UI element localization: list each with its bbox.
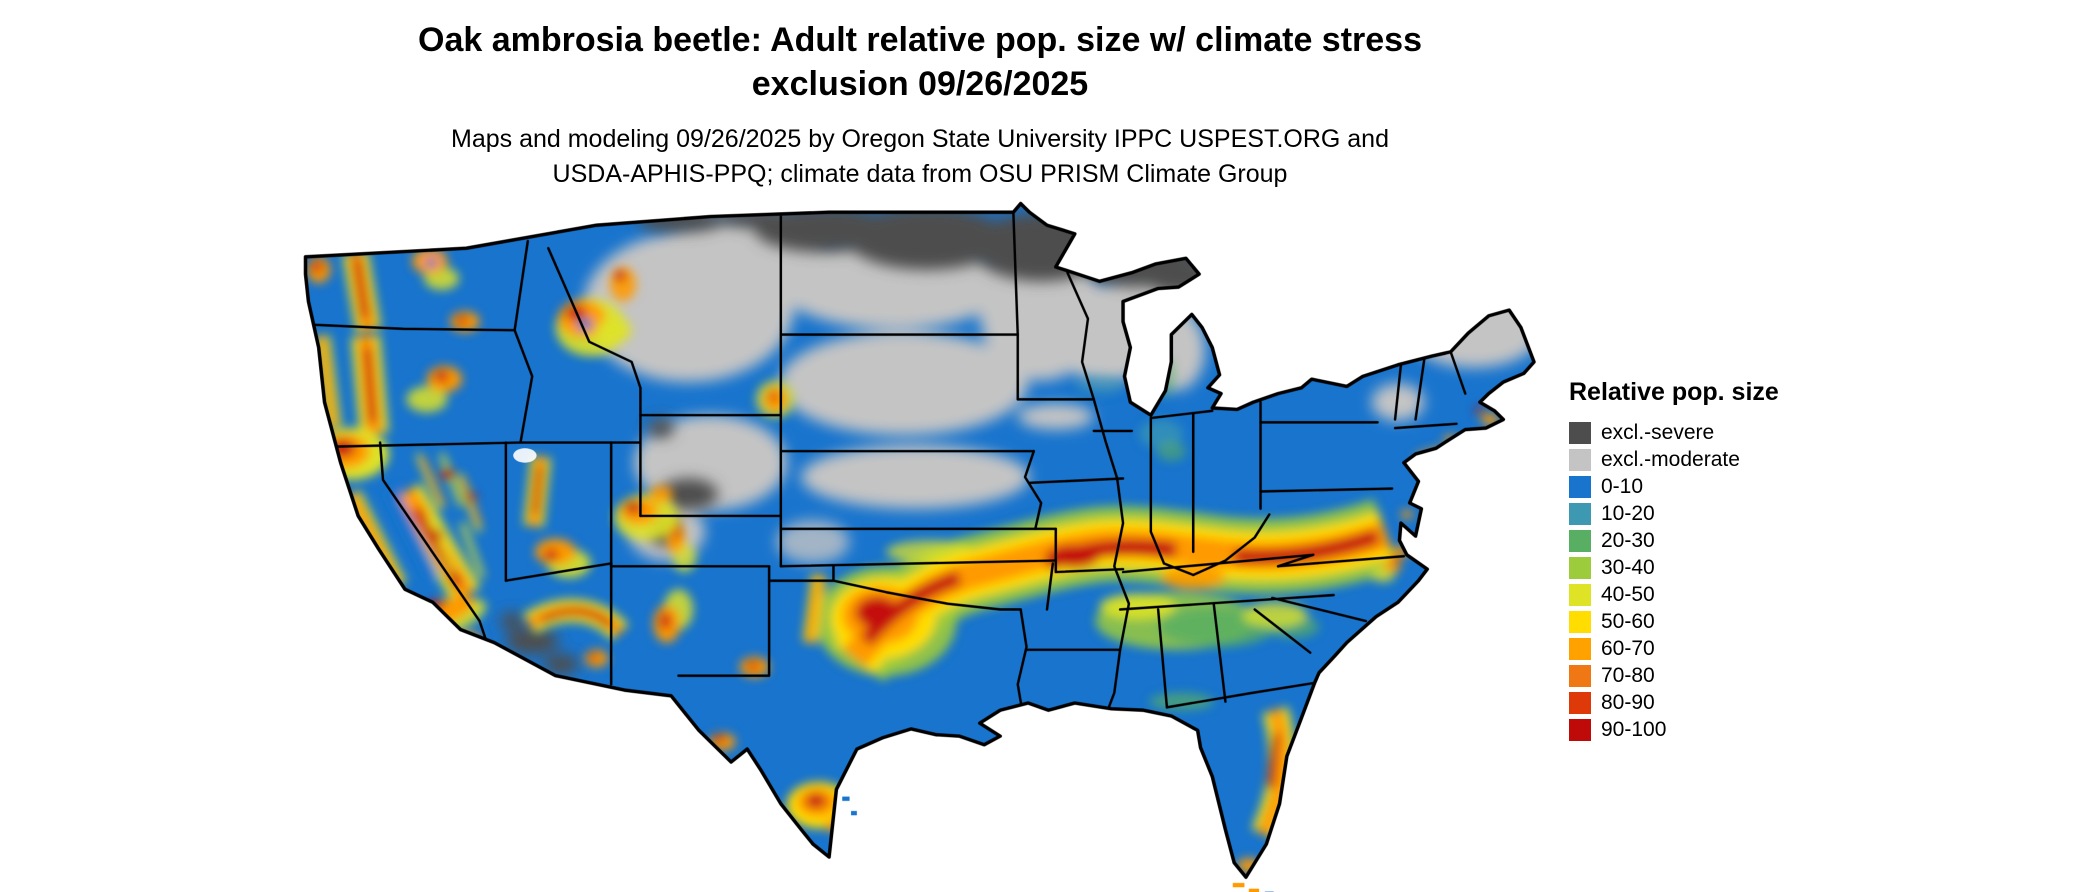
water-bodies	[513, 448, 537, 463]
offshore-raster-specks	[842, 796, 1274, 892]
legend-item: excl.-severe	[1569, 419, 1779, 446]
legend-item-label: 70-80	[1601, 664, 1655, 687]
legend-item: 70-80	[1569, 662, 1779, 689]
legend-item-label: 50-60	[1601, 610, 1655, 633]
legend-item-label: 20-30	[1601, 529, 1655, 552]
legend-swatch	[1569, 664, 1591, 687]
title-line-1: Oak ambrosia beetle: Adult relative pop.…	[418, 21, 1422, 59]
legend-item: 0-10	[1569, 473, 1779, 500]
legend-item-label: 60-70	[1601, 637, 1655, 660]
legend-item-label: 90-100	[1601, 718, 1667, 741]
legend-item: 20-30	[1569, 527, 1779, 554]
legend-item: excl.-moderate	[1569, 446, 1779, 473]
legend-item-label: 40-50	[1601, 583, 1655, 606]
page-title: Oak ambrosia beetle: Adult relative pop.…	[418, 18, 1422, 106]
legend-title: Relative pop. size	[1569, 378, 1779, 406]
legend-swatch	[1569, 502, 1591, 525]
legend-item-label: 30-40	[1601, 556, 1655, 579]
legend-swatch	[1569, 448, 1591, 471]
legend-item: 30-40	[1569, 554, 1779, 581]
legend-item-label: excl.-moderate	[1601, 448, 1740, 471]
legend-item-label: 0-10	[1601, 475, 1644, 498]
legend-item-label: 80-90	[1601, 691, 1655, 714]
legend-swatch	[1569, 529, 1591, 552]
state-borders	[305, 210, 1467, 721]
subtitle-line-2: USDA-APHIS-PPQ; climate data from OSU PR…	[552, 160, 1288, 188]
us-population-map	[303, 201, 1536, 892]
legend-swatch	[1569, 610, 1591, 633]
title-line-2: exclusion 09/26/2025	[751, 65, 1089, 103]
legend-swatch	[1569, 556, 1591, 579]
legend-swatch	[1569, 583, 1591, 606]
legend-item: 90-100	[1569, 716, 1779, 743]
legend-item-label: excl.-severe	[1601, 421, 1715, 444]
legend-item: 80-90	[1569, 689, 1779, 716]
legend: Relative pop. size excl.-severe excl.-mo…	[1569, 378, 1779, 743]
legend-swatch	[1569, 637, 1591, 660]
legend-swatch	[1569, 421, 1591, 444]
legend-item-label: 10-20	[1601, 502, 1655, 525]
legend-swatch	[1569, 718, 1591, 741]
legend-item: 10-20	[1569, 500, 1779, 527]
legend-item: 60-70	[1569, 635, 1779, 662]
legend-swatch	[1569, 691, 1591, 714]
legend-item: 50-60	[1569, 608, 1779, 635]
page-subtitle: Maps and modeling 09/26/2025 by Oregon S…	[451, 122, 1389, 192]
us-outline	[303, 201, 1536, 879]
subtitle-line-1: Maps and modeling 09/26/2025 by Oregon S…	[451, 125, 1389, 153]
map-figure	[228, 146, 1632, 892]
legend-item: 40-50	[1569, 581, 1779, 608]
legend-swatch	[1569, 475, 1591, 498]
